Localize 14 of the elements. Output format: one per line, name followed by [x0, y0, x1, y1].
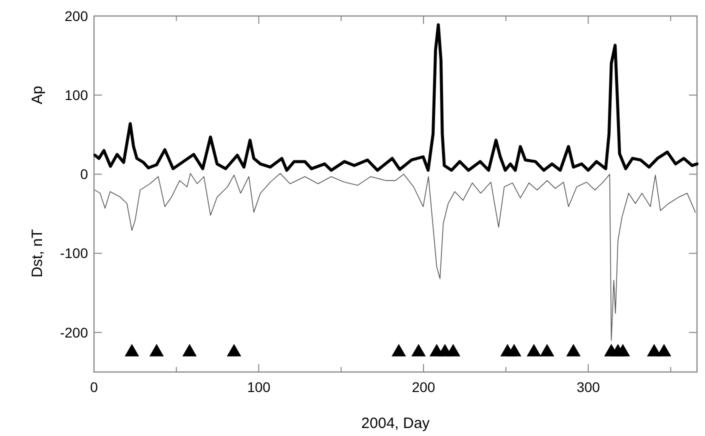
x-tick-label: 100: [247, 379, 271, 395]
y-tick-label: -200: [60, 324, 88, 340]
line-series: [94, 173, 696, 341]
y-tick-label: -100: [60, 245, 88, 262]
y-tick-label: 200: [64, 8, 88, 24]
x-tick-label: 200: [412, 379, 436, 395]
line-series: [93, 23, 698, 172]
x-tick-label: 0: [90, 379, 98, 395]
y-axis-title: Ap: [29, 86, 46, 104]
x-axis-title: 2004, Day: [361, 415, 430, 432]
text: Dst, nT: [29, 229, 46, 278]
y-tick-label: 100: [64, 87, 88, 104]
x-tick-label: 300: [576, 379, 600, 395]
y-tick-label: 0: [80, 166, 88, 182]
